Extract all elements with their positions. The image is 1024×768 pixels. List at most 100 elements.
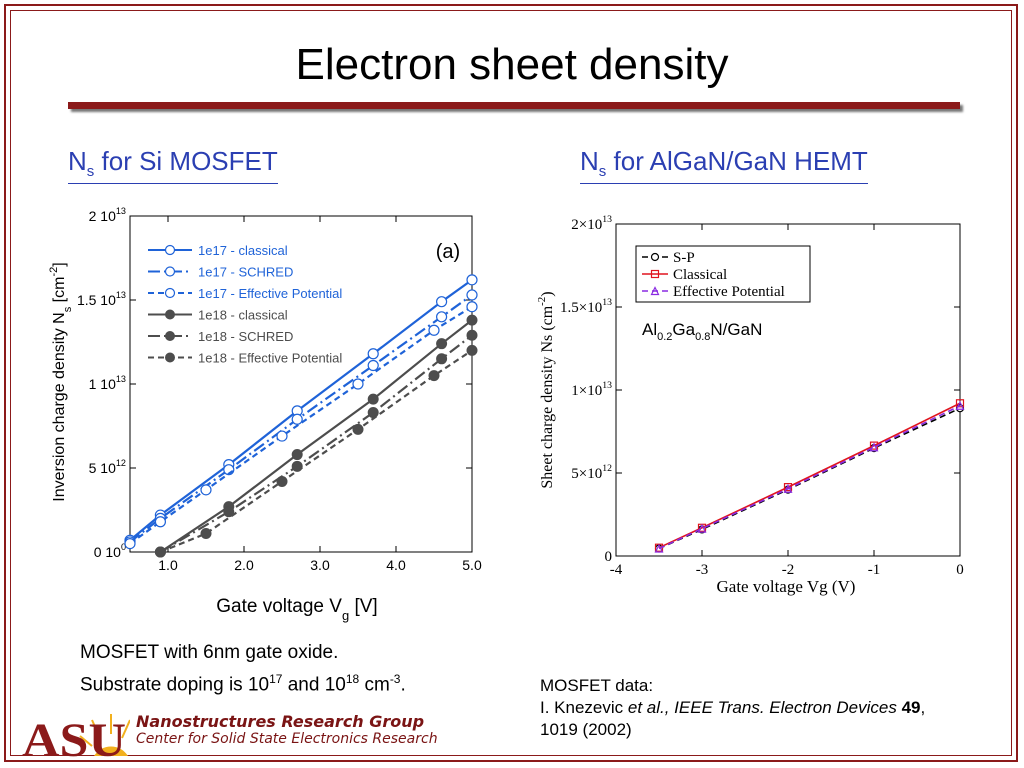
- x-tick-label: 0: [956, 562, 964, 578]
- reference-line-2: I. Knezevic et al., IEEE Trans. Electron…: [540, 697, 925, 719]
- x-tick-label: 2.0: [234, 557, 254, 573]
- data-point: [466, 314, 478, 326]
- data-point: [466, 274, 478, 286]
- series-line: [159, 334, 473, 553]
- data-point: [164, 287, 176, 299]
- data-point: [200, 528, 212, 540]
- data-point: [200, 484, 212, 496]
- data-point: [783, 483, 793, 493]
- data-point: [154, 546, 166, 558]
- asu-sun-icon: [79, 714, 130, 756]
- group-name: Nanostructures Research Group: [136, 712, 425, 731]
- data-point: [291, 413, 303, 425]
- data-point: [697, 523, 707, 533]
- slide-frame-outer: [4, 4, 1018, 762]
- panel-label: (a): [436, 241, 460, 263]
- legend-label: 1e18 - classical: [198, 308, 288, 323]
- mosfet-chart: 1.0 2.0 3.0 4.0 5.0 0 100 5 1012 1 1013 1.5 1013…: [48, 206, 482, 623]
- left-heading-sub: s: [86, 163, 95, 181]
- x-axis-label: Gate voltage Vg (V): [717, 577, 856, 596]
- y-tick-label: 1.5×1013: [560, 297, 612, 316]
- series-line: [658, 402, 961, 549]
- series-line: [129, 305, 473, 545]
- reference-line-3: 1019 (2002): [540, 720, 632, 739]
- reference-volume: 49: [896, 698, 921, 717]
- title-underline-bar: [68, 102, 960, 109]
- y-axis-label: Sheet charge density Ns (cm-2): [536, 291, 556, 488]
- asu-logo-text: ASU: [22, 714, 126, 758]
- x-tick-label: -3: [696, 562, 709, 578]
- series-line: [159, 349, 473, 554]
- x-tick-label: 5.0: [462, 557, 482, 573]
- legend-label: 1e17 - Effective Potential: [198, 286, 342, 301]
- data-point: [466, 301, 478, 313]
- legend-label: 1e18 - SCHRED: [198, 329, 293, 344]
- data-point: [223, 506, 235, 518]
- right-heading: Ns for AlGaN/GaN HEMT: [580, 146, 868, 185]
- data-point: [650, 269, 660, 279]
- data-point: [154, 516, 166, 528]
- x-tick-label: 3.0: [310, 557, 330, 573]
- legend-label: 1e17 - SCHRED: [198, 265, 293, 280]
- reference-line-1: MOSFET data:: [540, 676, 654, 695]
- reference-citation: MOSFET data: I. Knezevic et al., IEEE Tr…: [540, 675, 925, 741]
- data-point: [955, 400, 965, 410]
- legend-label: 1e17 - classical: [198, 243, 288, 258]
- legend-label: S-P: [673, 250, 695, 266]
- data-point: [367, 393, 379, 405]
- reference-journal: et al., IEEE Trans. Electron Devices: [627, 698, 897, 717]
- data-point: [164, 266, 176, 277]
- data-point: [428, 370, 440, 382]
- data-point: [165, 309, 175, 320]
- caption-line-2: Substrate doping is 1017 and 1018 cm-3.: [80, 666, 406, 698]
- data-point: [436, 311, 448, 323]
- left-heading: Ns for Si MOSFET: [68, 146, 278, 185]
- x-axis-label: Gate voltage Vg [V]: [216, 596, 377, 623]
- data-point: [428, 324, 440, 336]
- right-heading-sub: s: [598, 163, 607, 181]
- asu-logo: ASU: [22, 714, 130, 758]
- y-tick-label: 0 100: [94, 542, 126, 560]
- reference-comma: ,: [920, 698, 926, 717]
- y-tick-label: 2 1013: [89, 206, 126, 224]
- y-tick-label: 1×1013: [571, 380, 612, 399]
- series-line: [658, 405, 961, 550]
- series-line: [159, 319, 473, 553]
- x-tick-label: 1.0: [158, 557, 178, 573]
- caption-text-c: cm: [359, 674, 390, 696]
- left-heading-rest: for Si MOSFET: [94, 146, 278, 176]
- legend-label: 1e18 - Effective Potential: [198, 351, 342, 366]
- caption-text-a: Substrate doping is 10: [80, 674, 270, 696]
- left-heading-main: N: [68, 146, 87, 176]
- y-tick-label: 1 1013: [89, 374, 126, 392]
- y-tick-label: 5×1012: [571, 463, 612, 482]
- data-point: [367, 407, 379, 419]
- data-point: [276, 475, 288, 487]
- x-tick-label: -2: [782, 562, 795, 578]
- data-point: [276, 430, 288, 442]
- legend-label: Effective Potential: [673, 284, 785, 300]
- caption-sup-2: 18: [345, 672, 360, 686]
- y-tick-label: 1.5 1013: [77, 290, 126, 308]
- data-point: [165, 352, 175, 363]
- right-heading-main: N: [580, 146, 599, 176]
- research-group: Nanostructures Research Group Center for…: [136, 712, 438, 747]
- y-tick-label: 5 1012: [89, 458, 126, 476]
- y-axis-label: Inversion charge density Ns [cm-2]: [48, 262, 74, 501]
- data-point: [436, 353, 448, 365]
- figure-caption: MOSFET with 6nm gate oxide. Substrate do…: [80, 640, 406, 698]
- data-point: [164, 244, 176, 256]
- hemt-chart: -4 -3 -2 -1 0 0 5×1012 1×1013 1.5×1013 2×1013 S-PC…: [536, 214, 965, 596]
- data-point: [124, 537, 136, 550]
- data-point: [367, 359, 379, 372]
- data-point: [165, 331, 175, 341]
- x-tick-label: 4.0: [386, 557, 406, 573]
- caption-text-b: and 10: [282, 674, 346, 696]
- data-point: [436, 296, 448, 308]
- y-tick-label: 2×1013: [571, 214, 612, 233]
- data-point: [783, 483, 793, 492]
- caption-text-d: .: [400, 674, 406, 696]
- right-heading-rest: for AlGaN/GaN HEMT: [606, 146, 868, 176]
- data-point: [291, 449, 303, 461]
